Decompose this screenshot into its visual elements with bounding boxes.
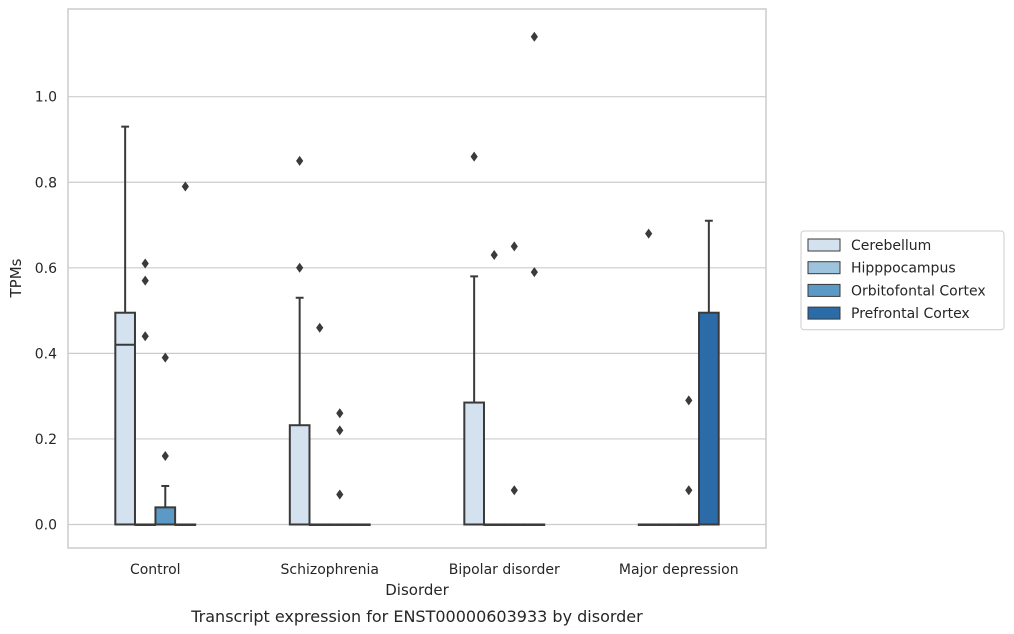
box-orbitofontal-cortex xyxy=(503,241,526,526)
box-orbitofontal-cortex xyxy=(154,352,177,526)
y-tick-label: 0.2 xyxy=(35,432,57,448)
outlier-marker xyxy=(336,408,344,419)
outlier-marker xyxy=(316,322,324,333)
y-tick-label: 0.4 xyxy=(35,346,57,362)
outlier-marker xyxy=(296,155,304,166)
outlier-marker xyxy=(181,181,189,192)
outlier-marker xyxy=(336,489,344,500)
outlier-marker xyxy=(141,331,149,342)
plot-area-frame xyxy=(67,8,767,549)
box-prefrontal-cortex xyxy=(523,31,546,526)
outlier-marker xyxy=(645,228,653,239)
box-body xyxy=(114,311,136,526)
outlier-marker xyxy=(141,258,149,269)
box-orbitofontal-cortex xyxy=(677,395,700,526)
box-body xyxy=(698,311,720,526)
x-tick-label: Schizophrenia xyxy=(281,562,379,578)
y-axis-label: TPMs xyxy=(7,258,25,298)
legend-label: Orbitofontal Cortex xyxy=(851,283,986,299)
box-hipppocampus xyxy=(657,523,680,526)
outlier-marker xyxy=(530,31,538,42)
outlier-marker xyxy=(161,352,169,363)
box-cerebellum xyxy=(637,228,660,526)
outlier-marker xyxy=(530,267,538,278)
box-prefrontal-cortex xyxy=(174,181,197,526)
outlier-marker xyxy=(161,451,169,462)
outlier-marker xyxy=(296,262,304,273)
outlier-marker xyxy=(336,425,344,436)
legend-label: Hipppocampus xyxy=(851,261,956,277)
legend-swatch xyxy=(807,283,841,297)
legend: Cerebellum Hipppocampus Orbitofontal Corte… xyxy=(800,230,1005,331)
x-axis-label: Disorder xyxy=(385,581,449,599)
outlier-marker xyxy=(510,485,518,496)
outlier-marker xyxy=(685,485,693,496)
x-tick-label: Major depression xyxy=(619,562,739,578)
outlier-marker xyxy=(141,275,149,286)
box-body xyxy=(463,401,485,526)
box-body xyxy=(288,424,311,526)
legend-swatch xyxy=(807,306,841,320)
legend-swatch xyxy=(807,238,841,252)
x-tick-label: Bipolar disorder xyxy=(449,562,560,578)
y-tick-label: 1.0 xyxy=(35,90,57,106)
outlier-marker xyxy=(510,241,518,252)
box-prefrontal-cortex xyxy=(349,523,371,526)
box-hipppocampus xyxy=(483,249,506,526)
boxes-layer xyxy=(114,31,720,526)
gridlines xyxy=(68,96,766,526)
box-hipppocampus xyxy=(134,258,157,526)
y-tick-label: 0.8 xyxy=(35,175,57,191)
box-orbitofontal-cortex xyxy=(328,408,351,526)
outlier-marker xyxy=(490,249,498,260)
outlier-marker xyxy=(685,395,693,406)
legend-frame xyxy=(800,230,1005,331)
outlier-marker xyxy=(470,151,478,162)
box-cerebellum xyxy=(463,151,485,526)
legend-label: Prefrontal Cortex xyxy=(851,306,970,322)
y-tick-label: 0.6 xyxy=(35,261,57,277)
legend-swatch xyxy=(807,261,841,275)
box-body xyxy=(154,506,177,526)
x-axis-ticks: Control Schizophrenia Bipolar disorder Majo… xyxy=(130,562,739,578)
y-axis-ticks: 0.0 0.2 0.4 0.6 0.8 1.0 xyxy=(35,90,57,534)
x-tick-label: Control xyxy=(130,562,181,578)
legend-label: Cerebellum xyxy=(851,238,931,254)
box-cerebellum xyxy=(288,155,311,526)
box-cerebellum xyxy=(114,125,136,526)
y-tick-label: 0.0 xyxy=(35,517,57,533)
box-prefrontal-cortex xyxy=(698,219,720,526)
chart-caption: Transcript expression for ENST0000060393… xyxy=(190,607,643,626)
